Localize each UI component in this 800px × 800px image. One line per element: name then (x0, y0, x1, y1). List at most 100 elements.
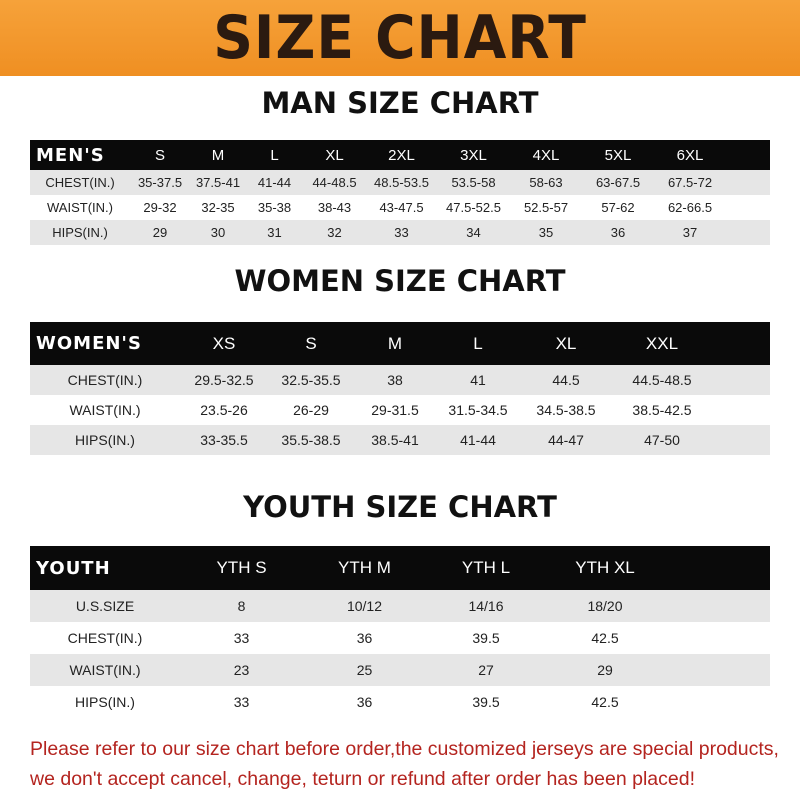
measurement-label: U.S.SIZE (75, 598, 135, 614)
table-cell: 23 (233, 662, 250, 678)
size-header-cell: XL (325, 146, 344, 164)
table-cell: 44-47 (548, 432, 584, 448)
table-cell: 31 (267, 225, 282, 240)
table-cell: 29 (597, 662, 613, 678)
table-cell: 39.5 (472, 694, 500, 710)
measurement-label: WAIST(IN.) (69, 402, 141, 418)
table-row: CHEST(IN.) 35-37.5 37.5-41 41-44 44-48.5 48.5… (30, 170, 770, 195)
table-cell: 42.5 (591, 630, 619, 646)
size-header-cell: YTH XL (575, 558, 635, 577)
size-header-cell: L (270, 146, 279, 164)
notice-line-1: Please refer to our size chart before or… (30, 738, 779, 760)
table-cell: 47-50 (644, 432, 680, 448)
table-header-row: MEN'S S M L XL 2XL 3XL 4XL 5XL 6XL (30, 140, 770, 170)
table-cell: 29-31.5 (371, 402, 419, 418)
table-cell: 62-66.5 (667, 200, 713, 215)
table-row: WAIST(IN.) 23 25 27 29 (30, 654, 770, 686)
measurement-label: HIPS(IN.) (75, 694, 135, 710)
table-cell: 47.5-52.5 (446, 200, 501, 215)
table-cell: 36 (356, 630, 373, 646)
table-cell: 36 (610, 225, 626, 240)
table-row: WAIST(IN.) 23.5-26 26-29 29-31.5 31.5-34.5 34… (30, 395, 770, 425)
table-cell: 63-67.5 (595, 175, 641, 190)
measurement-label: WAIST(IN.) (69, 662, 141, 678)
table-cell: 43-47.5 (379, 200, 424, 215)
table-cell: 25 (356, 662, 373, 678)
table-cell: 41-44 (257, 175, 292, 190)
table-cell: 33 (233, 694, 250, 710)
table-cell: 52.5-57 (523, 200, 569, 215)
size-header-cell: S (154, 146, 165, 164)
table-title-cell: MEN'S (36, 144, 105, 166)
measurement-label: HIPS(IN.) (75, 432, 135, 448)
size-header-cell: L (473, 333, 483, 353)
table-cell: 26-29 (293, 402, 329, 418)
table-cell: 58-63 (529, 175, 563, 190)
size-header-cell: XS (212, 333, 236, 353)
table-cell: 29.5-32.5 (194, 372, 254, 388)
table-cell: 35.5-38.5 (281, 432, 341, 448)
title-banner: SIZE CHART (0, 0, 800, 76)
table-cell: 35-38 (257, 200, 292, 215)
table-header-row: WOMEN'S XS S M L XL XXL (30, 322, 770, 365)
measurement-label: HIPS(IN.) (52, 225, 108, 240)
size-header-cell: M (387, 333, 403, 353)
table-cell: 23.5-26 (200, 402, 248, 418)
measurement-label: CHEST(IN.) (67, 372, 143, 388)
measurement-label: CHEST(IN.) (45, 175, 115, 190)
size-header-cell: 4XL (532, 146, 560, 164)
table-cell: 34 (466, 225, 481, 240)
table-cell: 32 (327, 225, 342, 240)
size-header-cell: S (305, 333, 317, 353)
table-cell: 44.5 (552, 372, 580, 388)
table-cell: 44-48.5 (312, 175, 357, 190)
size-header-cell: XL (555, 333, 577, 353)
table-cell: 10/12 (346, 598, 383, 614)
table-cell: 33-35.5 (200, 432, 248, 448)
table-row: U.S.SIZE 8 10/12 14/16 18/20 (30, 590, 770, 622)
table-cell: 38-43 (317, 200, 352, 215)
size-header-cell: 6XL (676, 146, 704, 164)
table-cell: 48.5-53.5 (374, 175, 429, 190)
table-row: CHEST(IN.) 29.5-32.5 32.5-35.5 38 41 44.5 44.5… (30, 365, 770, 395)
table-row: HIPS(IN.) 33 36 39.5 42.5 (30, 686, 770, 718)
table-cell: 32.5-35.5 (281, 372, 341, 388)
table-cell: 67.5-72 (667, 175, 713, 190)
page-title: SIZE CHART (213, 3, 587, 73)
size-header-cell: M (211, 146, 225, 164)
table-cell: 37 (682, 225, 698, 240)
table-cell: 57-62 (601, 200, 635, 215)
table-title-cell: YOUTH (36, 557, 111, 579)
women-size-table: WOMEN'S XS S M L XL XXL CHEST(IN.) 29.5-32.5 32.5… (30, 322, 770, 455)
table-cell: 32-35 (201, 200, 235, 215)
table-cell: 18/20 (587, 598, 623, 614)
table-cell: 37.5-41 (195, 175, 241, 190)
size-header-cell: YTH S (216, 558, 267, 577)
table-cell: 42.5 (591, 694, 619, 710)
table-row: WAIST(IN.) 29-32 32-35 35-38 38-43 43-47.5 47.… (30, 195, 770, 220)
table-cell: 39.5 (472, 630, 500, 646)
table-cell: 34.5-38.5 (536, 402, 596, 418)
size-header-cell: YTH M (338, 558, 391, 577)
measurement-label: WAIST(IN.) (47, 200, 113, 215)
table-cell: 41-44 (460, 432, 496, 448)
table-cell: 36 (356, 694, 373, 710)
table-cell: 53.5-58 (451, 175, 496, 190)
table-cell: 38.5-41 (371, 432, 419, 448)
table-row: HIPS(IN.) 33-35.5 35.5-38.5 38.5-41 41-44 44-… (30, 425, 770, 455)
table-cell: 14/16 (468, 598, 504, 614)
size-header-cell: YTH L (461, 558, 511, 577)
table-cell: 8 (237, 598, 246, 614)
table-title-cell: WOMEN'S (36, 333, 142, 354)
order-notice: Please refer to our size chart before or… (30, 734, 790, 794)
table-cell: 44.5-48.5 (632, 372, 692, 388)
measurement-label: CHEST(IN.) (67, 630, 143, 646)
men-section-title: MAN SIZE CHART (261, 86, 539, 120)
size-header-cell: 3XL (460, 146, 487, 164)
table-cell: 35-37.5 (137, 175, 183, 190)
table-cell: 33 (233, 630, 250, 646)
size-header-cell: 5XL (604, 146, 632, 164)
table-row: CHEST(IN.) 33 36 39.5 42.5 (30, 622, 770, 654)
table-cell: 35 (538, 225, 554, 240)
women-section-title: WOMEN SIZE CHART (234, 264, 566, 298)
